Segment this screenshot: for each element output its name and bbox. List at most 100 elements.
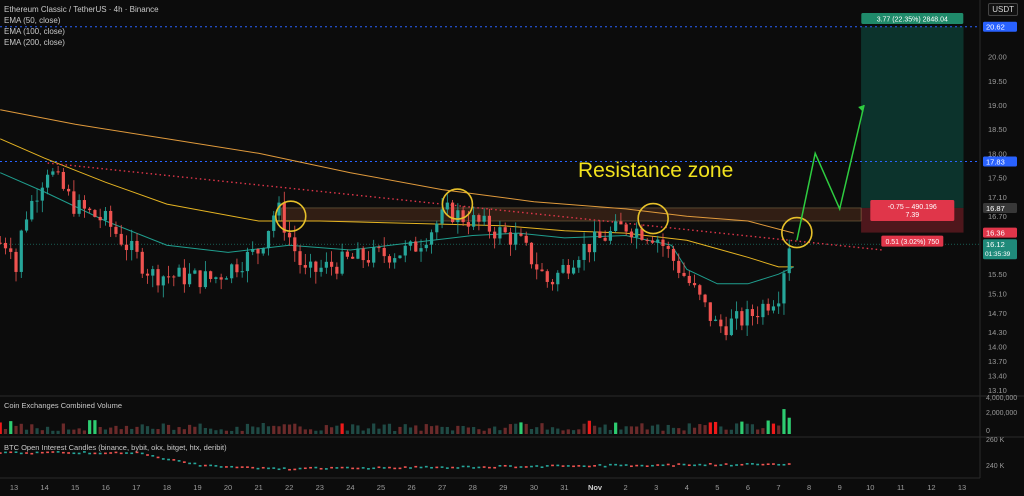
oi-candle[interactable] bbox=[682, 463, 686, 466]
volume-bar[interactable] bbox=[740, 421, 744, 434]
oi-candle[interactable] bbox=[714, 464, 717, 467]
oi-candle[interactable] bbox=[766, 463, 770, 465]
volume-bar[interactable] bbox=[503, 427, 507, 434]
candle-body[interactable] bbox=[251, 249, 255, 252]
volume-bar[interactable] bbox=[256, 427, 260, 434]
volume-bar[interactable] bbox=[298, 426, 302, 434]
volume-bar[interactable] bbox=[324, 425, 328, 434]
oi-candle[interactable] bbox=[25, 452, 28, 454]
volume-bar[interactable] bbox=[382, 424, 386, 434]
oi-candle[interactable] bbox=[608, 463, 612, 466]
candle-body[interactable] bbox=[103, 210, 108, 221]
candle-body[interactable] bbox=[382, 247, 386, 257]
volume-bar[interactable] bbox=[287, 424, 292, 434]
volume-bar[interactable] bbox=[608, 429, 612, 434]
candle-body[interactable] bbox=[40, 187, 44, 201]
oi-candle[interactable] bbox=[277, 468, 281, 471]
oi-candle[interactable] bbox=[109, 452, 113, 454]
oi-candle[interactable] bbox=[146, 454, 149, 456]
candle-body[interactable] bbox=[735, 311, 739, 319]
volume-bar[interactable] bbox=[109, 427, 113, 434]
candle-body[interactable] bbox=[682, 272, 686, 276]
candle-body[interactable] bbox=[219, 277, 223, 280]
oi-candle[interactable] bbox=[340, 466, 344, 469]
candle-body[interactable] bbox=[45, 174, 50, 188]
volume-bar[interactable] bbox=[787, 417, 791, 434]
candle-body[interactable] bbox=[603, 237, 607, 241]
candle-body[interactable] bbox=[0, 242, 2, 244]
oi-candle[interactable] bbox=[535, 465, 539, 467]
volume-bar[interactable] bbox=[82, 430, 86, 434]
volume-bar[interactable] bbox=[203, 428, 207, 434]
oi-candle[interactable] bbox=[230, 465, 234, 468]
oi-candle[interactable] bbox=[635, 464, 639, 467]
oi-candle[interactable] bbox=[598, 464, 602, 466]
currency-selector[interactable]: USDT bbox=[988, 3, 1018, 16]
oi-candle[interactable] bbox=[298, 467, 302, 470]
oi-candle[interactable] bbox=[530, 465, 533, 468]
volume-bar[interactable] bbox=[487, 428, 492, 434]
candle-body[interactable] bbox=[124, 244, 129, 251]
oi-candle[interactable] bbox=[445, 467, 449, 469]
candle-body[interactable] bbox=[450, 202, 455, 223]
volume-bar[interactable] bbox=[156, 429, 160, 434]
oi-candle[interactable] bbox=[498, 464, 502, 467]
oi-candle[interactable] bbox=[451, 466, 454, 469]
candle-body[interactable] bbox=[677, 260, 681, 273]
volume-bar[interactable] bbox=[566, 429, 570, 434]
volume-bar[interactable] bbox=[314, 430, 318, 434]
volume-bar[interactable] bbox=[635, 426, 639, 434]
volume-bar[interactable] bbox=[293, 423, 297, 434]
candle-body[interactable] bbox=[635, 228, 639, 238]
volume-bar[interactable] bbox=[193, 426, 197, 434]
candle-body[interactable] bbox=[61, 171, 65, 189]
volume-bar[interactable] bbox=[3, 428, 8, 434]
volume-bar[interactable] bbox=[561, 430, 565, 434]
oi-candle[interactable] bbox=[119, 452, 123, 455]
oi-candle[interactable] bbox=[582, 465, 586, 467]
candle-body[interactable] bbox=[671, 248, 676, 261]
candle-body[interactable] bbox=[740, 311, 744, 326]
candle-body[interactable] bbox=[214, 277, 218, 279]
oi-candle[interactable] bbox=[782, 463, 786, 466]
oi-candle[interactable] bbox=[430, 466, 433, 469]
oi-candle[interactable] bbox=[772, 463, 775, 465]
volume-bar[interactable] bbox=[677, 428, 681, 434]
oi-candle[interactable] bbox=[551, 464, 554, 467]
oi-candle[interactable] bbox=[182, 461, 186, 463]
volume-bar[interactable] bbox=[308, 429, 313, 434]
candle-body[interactable] bbox=[535, 264, 539, 270]
volume-bar[interactable] bbox=[750, 424, 755, 434]
candle-body[interactable] bbox=[608, 231, 612, 241]
candle-body[interactable] bbox=[51, 171, 55, 175]
candle-body[interactable] bbox=[9, 248, 13, 252]
volume-bar[interactable] bbox=[161, 423, 165, 434]
volume-bar[interactable] bbox=[708, 422, 712, 434]
volume-bar[interactable] bbox=[435, 425, 439, 434]
candle-body[interactable] bbox=[72, 191, 76, 214]
candle-body[interactable] bbox=[529, 242, 534, 265]
volume-bar[interactable] bbox=[177, 427, 181, 434]
oi-candle[interactable] bbox=[708, 463, 712, 465]
volume-bar[interactable] bbox=[0, 422, 2, 434]
resistance-zone-band[interactable] bbox=[281, 207, 862, 222]
oi-candle[interactable] bbox=[19, 452, 23, 455]
oi-candle[interactable] bbox=[545, 465, 549, 467]
candle-body[interactable] bbox=[771, 306, 776, 311]
candle-body[interactable] bbox=[698, 285, 702, 295]
candle-body[interactable] bbox=[424, 244, 428, 249]
volume-bar[interactable] bbox=[403, 424, 407, 434]
oi-candle[interactable] bbox=[51, 451, 55, 453]
candle-body[interactable] bbox=[472, 215, 476, 227]
candle-body[interactable] bbox=[729, 318, 733, 336]
oi-candle[interactable] bbox=[566, 465, 570, 467]
candle-body[interactable] bbox=[372, 247, 376, 263]
volume-bar[interactable] bbox=[14, 425, 18, 434]
oi-candle[interactable] bbox=[409, 467, 412, 469]
candle-body[interactable] bbox=[487, 215, 492, 232]
candle-body[interactable] bbox=[782, 273, 786, 304]
candle-body[interactable] bbox=[287, 232, 292, 238]
oi-candle[interactable] bbox=[745, 463, 749, 465]
candle-body[interactable] bbox=[514, 233, 518, 245]
candle-body[interactable] bbox=[151, 269, 155, 276]
